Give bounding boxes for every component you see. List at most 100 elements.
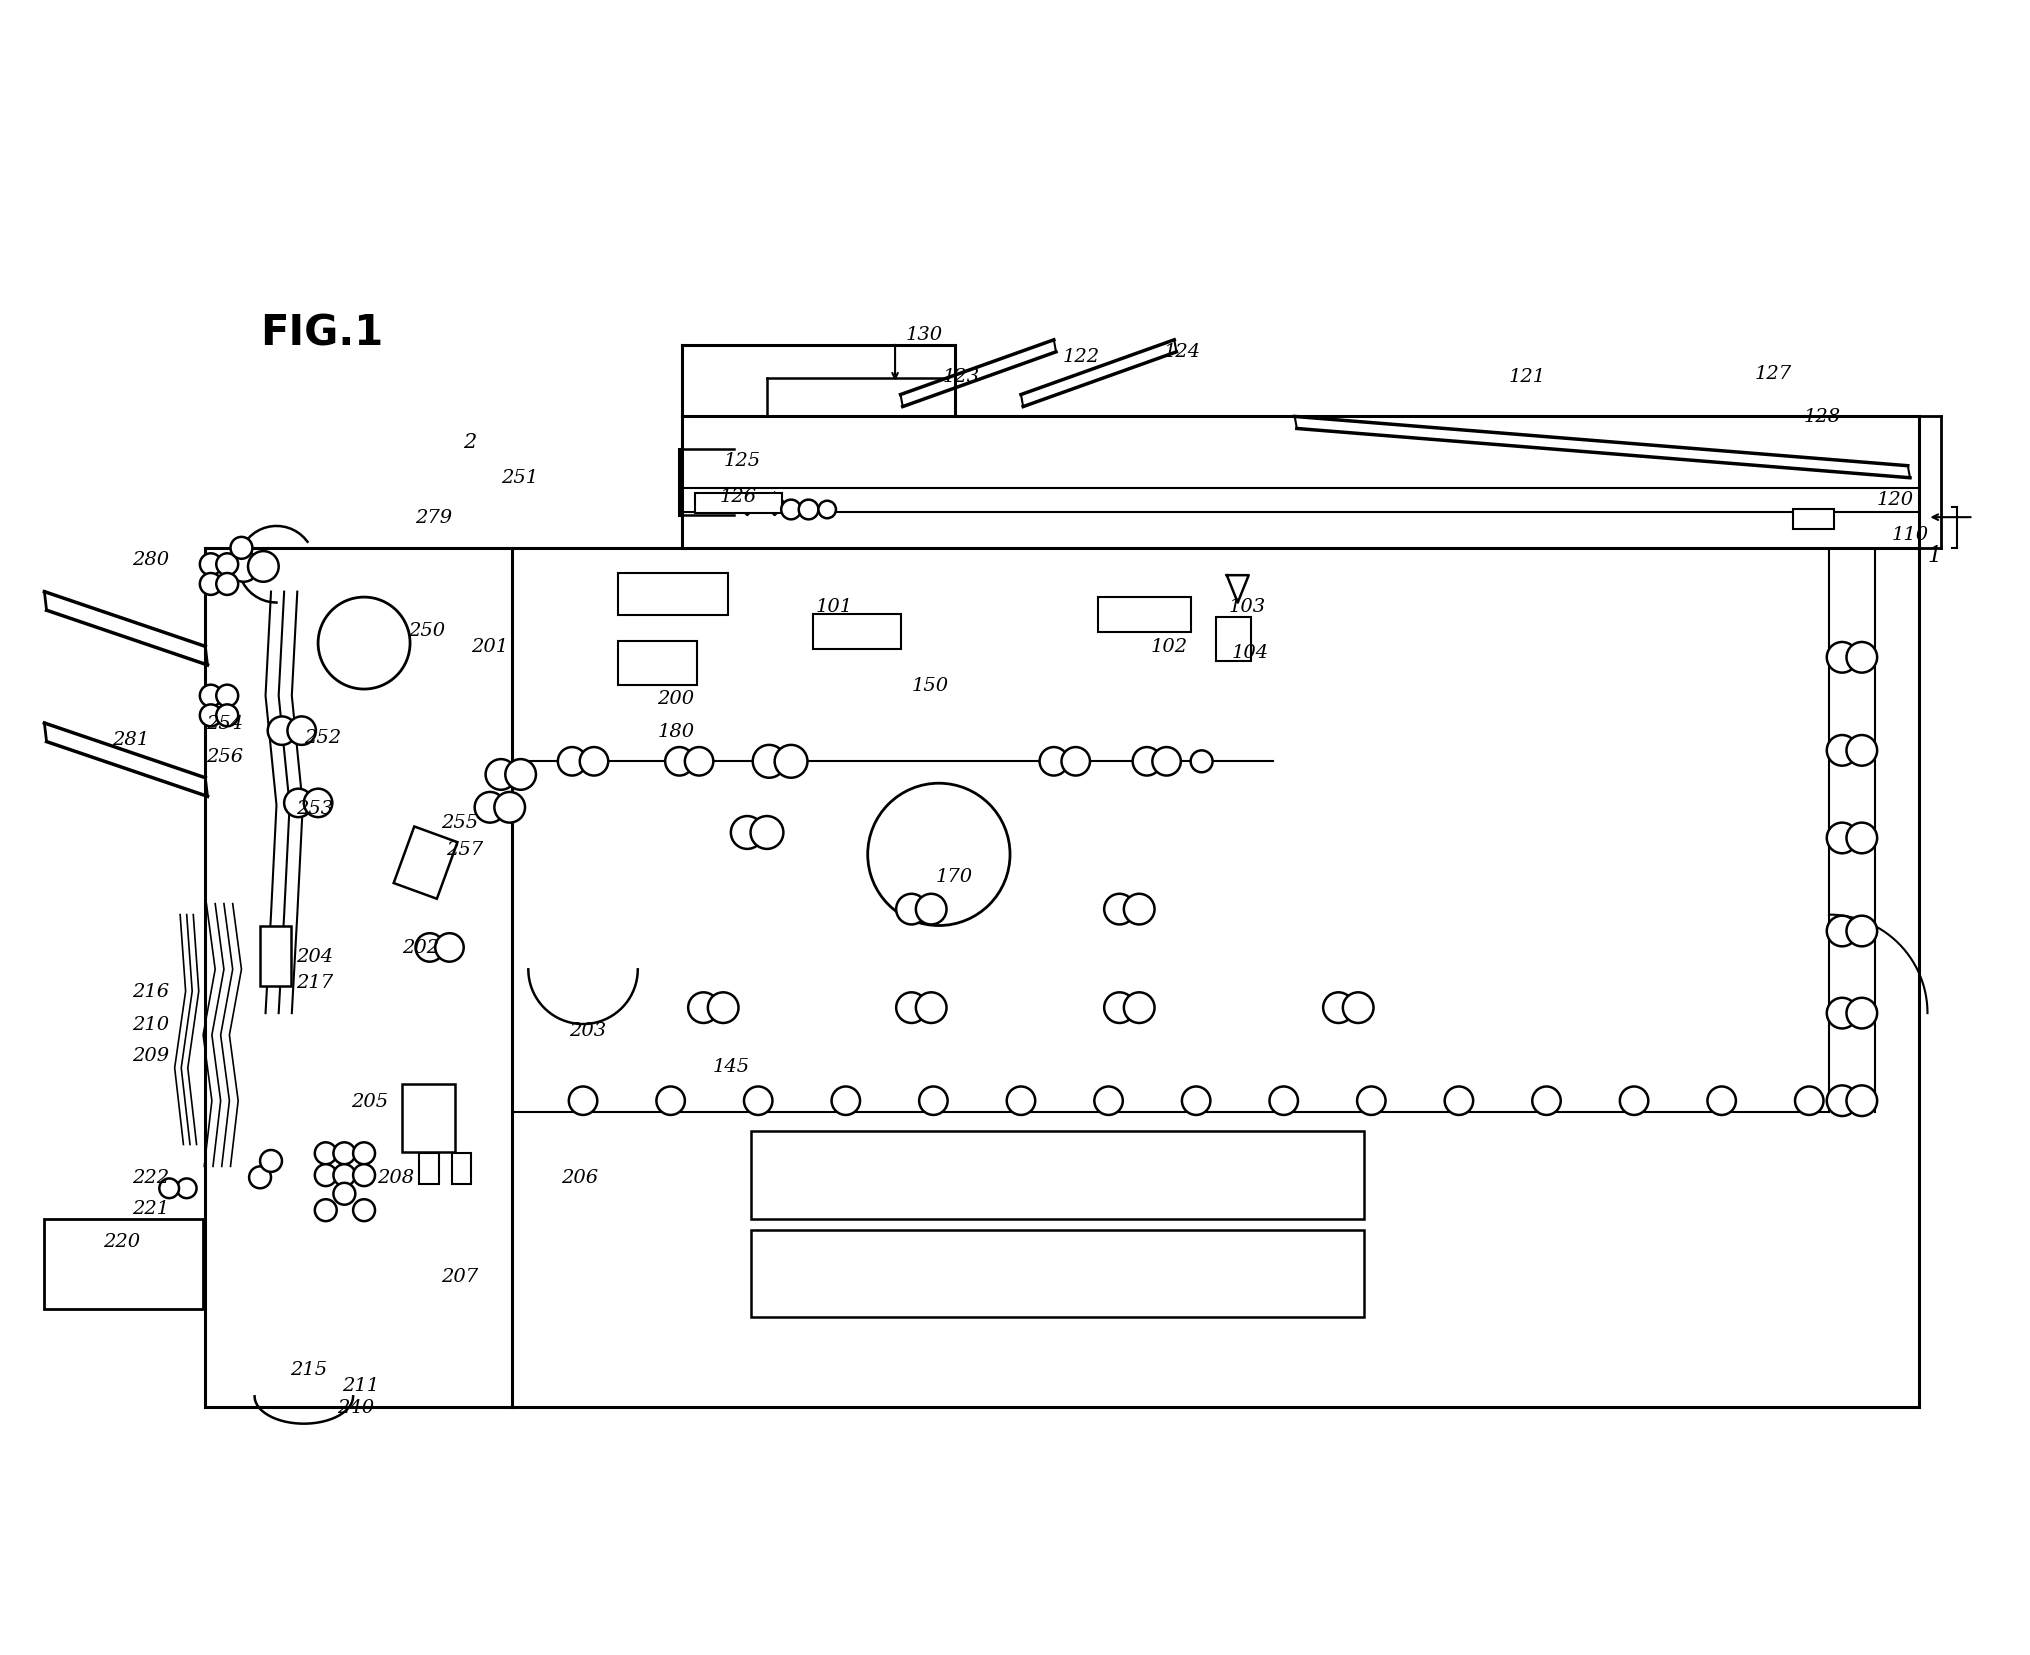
- Circle shape: [315, 1200, 337, 1221]
- Circle shape: [731, 816, 763, 849]
- Circle shape: [1845, 1086, 1876, 1117]
- Circle shape: [568, 1087, 597, 1115]
- Circle shape: [1845, 823, 1876, 854]
- Circle shape: [1123, 993, 1153, 1023]
- Text: 103: 103: [1228, 597, 1265, 616]
- Circle shape: [1039, 748, 1068, 776]
- Circle shape: [1707, 1087, 1736, 1115]
- Circle shape: [1825, 1086, 1857, 1117]
- Circle shape: [215, 554, 238, 576]
- Text: 145: 145: [713, 1058, 749, 1076]
- Circle shape: [177, 1178, 197, 1198]
- Text: 2: 2: [463, 434, 475, 452]
- Circle shape: [1190, 751, 1212, 773]
- Text: 215: 215: [290, 1360, 327, 1379]
- Text: 206: 206: [560, 1168, 599, 1187]
- Circle shape: [1845, 642, 1876, 674]
- Circle shape: [782, 500, 800, 520]
- Circle shape: [1825, 823, 1857, 854]
- Circle shape: [916, 993, 946, 1023]
- Circle shape: [1620, 1087, 1648, 1115]
- Circle shape: [1825, 917, 1857, 947]
- Text: 203: 203: [568, 1021, 605, 1039]
- Bar: [394, 828, 457, 899]
- Text: 104: 104: [1230, 644, 1267, 662]
- Circle shape: [158, 1178, 179, 1198]
- Text: 255: 255: [441, 813, 477, 831]
- Text: 101: 101: [814, 597, 853, 616]
- Text: 201: 201: [471, 637, 508, 655]
- Circle shape: [485, 760, 516, 791]
- Text: 251: 251: [501, 468, 538, 487]
- Text: 281: 281: [112, 732, 150, 750]
- Bar: [617, 642, 696, 685]
- Circle shape: [1342, 993, 1372, 1023]
- Circle shape: [753, 745, 786, 778]
- Circle shape: [830, 1087, 859, 1115]
- Circle shape: [1443, 1087, 1472, 1115]
- Text: 250: 250: [408, 622, 445, 639]
- Text: 122: 122: [1062, 348, 1098, 366]
- Text: 222: 222: [132, 1168, 168, 1187]
- Circle shape: [895, 894, 926, 925]
- Text: 220: 220: [104, 1231, 140, 1250]
- Circle shape: [227, 551, 260, 583]
- Text: 170: 170: [936, 867, 972, 885]
- Circle shape: [666, 748, 694, 776]
- Circle shape: [1356, 1087, 1384, 1115]
- Bar: [694, 493, 782, 513]
- Bar: [751, 1230, 1362, 1317]
- Circle shape: [353, 1142, 376, 1165]
- Text: 128: 128: [1803, 409, 1839, 427]
- Text: 202: 202: [402, 938, 438, 957]
- Text: 130: 130: [905, 326, 942, 344]
- Text: 205: 205: [351, 1092, 388, 1111]
- Text: 240: 240: [337, 1398, 374, 1417]
- Text: 124: 124: [1163, 343, 1200, 361]
- Circle shape: [818, 501, 836, 520]
- Circle shape: [199, 705, 221, 727]
- Text: 210: 210: [132, 1016, 168, 1033]
- Text: 200: 200: [658, 690, 694, 707]
- Text: 180: 180: [658, 722, 694, 740]
- Circle shape: [333, 1142, 355, 1165]
- Circle shape: [215, 685, 238, 707]
- Text: 150: 150: [911, 677, 948, 693]
- Circle shape: [1269, 1087, 1297, 1115]
- Bar: [751, 1132, 1362, 1220]
- Circle shape: [1104, 993, 1135, 1023]
- Circle shape: [215, 574, 238, 596]
- Circle shape: [773, 745, 808, 778]
- Circle shape: [1104, 894, 1135, 925]
- Circle shape: [215, 705, 238, 727]
- Circle shape: [353, 1165, 376, 1187]
- Circle shape: [1825, 642, 1857, 674]
- Circle shape: [505, 760, 536, 791]
- Circle shape: [751, 816, 784, 849]
- Circle shape: [1825, 998, 1857, 1029]
- Circle shape: [284, 789, 313, 818]
- Text: 280: 280: [132, 551, 168, 568]
- Circle shape: [229, 538, 252, 559]
- Bar: [260, 927, 290, 986]
- Text: 279: 279: [416, 508, 453, 526]
- Circle shape: [708, 993, 739, 1023]
- Circle shape: [315, 1142, 337, 1165]
- Text: 256: 256: [207, 748, 244, 765]
- Text: 102: 102: [1149, 637, 1188, 655]
- Circle shape: [250, 1167, 270, 1188]
- Circle shape: [434, 933, 463, 962]
- Circle shape: [1123, 894, 1153, 925]
- Circle shape: [268, 717, 296, 745]
- Circle shape: [743, 1087, 771, 1115]
- Text: 120: 120: [1876, 490, 1914, 508]
- Circle shape: [684, 748, 713, 776]
- Circle shape: [248, 551, 278, 583]
- Circle shape: [1062, 748, 1090, 776]
- Text: 1: 1: [1926, 544, 1941, 568]
- Circle shape: [319, 597, 410, 690]
- Text: 123: 123: [942, 367, 978, 386]
- Circle shape: [199, 685, 221, 707]
- Circle shape: [475, 793, 505, 823]
- Circle shape: [656, 1087, 684, 1115]
